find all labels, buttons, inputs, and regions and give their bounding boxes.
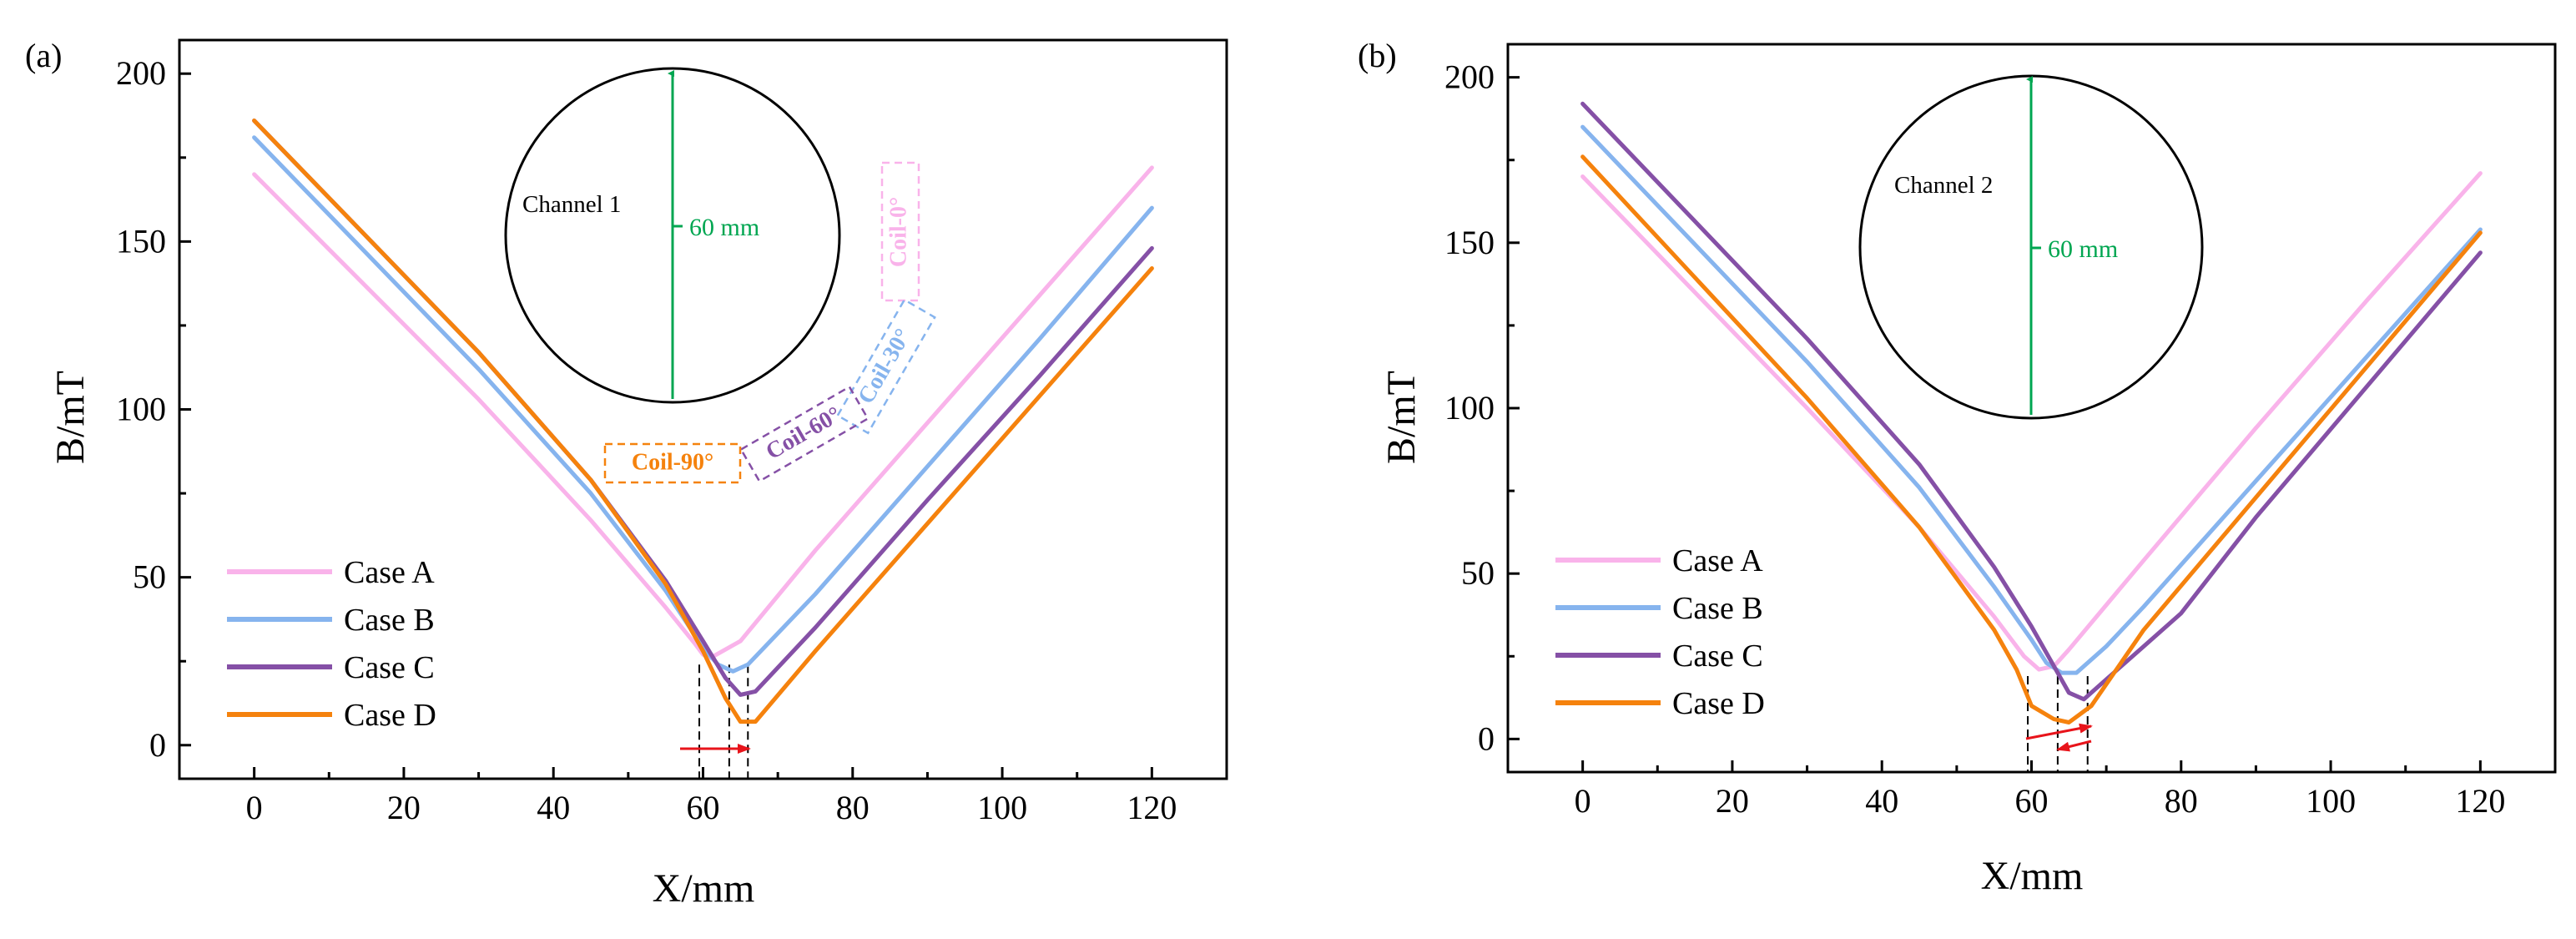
panel-b-series <box>1580 101 2483 724</box>
x-tick-label: 20 <box>387 789 421 826</box>
y-tick-label: 0 <box>1478 719 1495 757</box>
panel-a-label: (a) <box>25 37 62 74</box>
x-tick-label: 60 <box>687 789 720 826</box>
panel-b-y-axis-label: B/mT <box>1379 371 1424 464</box>
coil-30-box <box>836 298 936 435</box>
series-line-case-b <box>252 135 1154 674</box>
legend-label-case-d: Case D <box>1672 686 1765 721</box>
legend-label-case-b: Case B <box>1672 591 1763 626</box>
panel-a-y-axis: 0 50 100 150 200 <box>116 54 191 764</box>
legend-item-case-c: Case C <box>1555 639 1763 674</box>
x-tick-label: 120 <box>1127 789 1177 826</box>
coil-90-label: Coil-90° <box>632 449 713 475</box>
legend-label-case-c: Case C <box>344 650 435 685</box>
x-tick-label: 80 <box>836 789 870 826</box>
y-tick-label: 0 <box>149 726 166 764</box>
panel-a-channel-label: Channel 1 <box>522 191 621 218</box>
panel-a-series <box>252 119 1154 724</box>
x-tick-label: 0 <box>246 789 263 826</box>
panel-b: (b) 0 50 100 150 200 0 20 40 60 80 100 120 X/mm B/… <box>1358 37 2557 898</box>
x-tick-label: 40 <box>1865 782 1898 820</box>
panel-b-minima-guides <box>2027 676 2089 772</box>
y-tick-label: 200 <box>116 54 166 92</box>
panel-b-shift-arrow-left <box>2056 740 2092 752</box>
panel-b-legend: Case A Case B Case C Case D <box>1555 543 1765 721</box>
coil-60-box <box>739 385 870 483</box>
x-tick-label: 40 <box>537 789 570 826</box>
legend-label-case-a: Case A <box>344 555 435 590</box>
coil-0-label-group: Coil-0° <box>880 161 920 302</box>
x-tick-label: 100 <box>977 789 1027 826</box>
panel-b-shift-arrow-right <box>2025 723 2093 740</box>
panel-a: (a) 0 50 100 150 200 0 20 40 60 80 100 120 X/mm B/… <box>25 37 1228 911</box>
legend-item-case-b: Case B <box>1555 591 1763 626</box>
series-line-case-d <box>1580 154 2483 724</box>
y-tick-label: 50 <box>1461 554 1495 592</box>
y-tick-label: 200 <box>1444 58 1495 96</box>
legend-label-case-a: Case A <box>1672 543 1763 578</box>
x-tick-label: 80 <box>2165 782 2198 820</box>
coil-30-label: Coil-30° <box>853 325 916 409</box>
y-tick-label: 150 <box>1444 224 1495 261</box>
legend-item-case-c: Case C <box>227 650 435 685</box>
panel-b-y-axis: 0 50 100 150 200 <box>1444 58 1520 757</box>
x-tick-label: 0 <box>1575 782 1591 820</box>
legend-label-case-b: Case B <box>344 603 435 638</box>
panel-b-x-axis: 0 20 40 60 80 100 120 <box>1506 760 2557 820</box>
x-tick-label: 100 <box>2306 782 2356 820</box>
panel-b-label: (b) <box>1358 37 1397 74</box>
panel-a-y-axis-label: B/mT <box>48 371 93 464</box>
panel-a-diameter-label: 60 mm <box>689 214 759 241</box>
panel-b-diameter-label: 60 mm <box>2048 235 2118 263</box>
x-tick-label: 60 <box>2015 782 2049 820</box>
series-line-case-d <box>252 119 1154 724</box>
legend-item-case-d: Case D <box>227 698 436 733</box>
y-tick-label: 100 <box>1444 389 1495 427</box>
legend-item-case-d: Case D <box>1555 686 1765 721</box>
legend-label-case-d: Case D <box>344 698 436 733</box>
legend-label-case-c: Case C <box>1672 639 1763 674</box>
panel-b-channel-label: Channel 2 <box>1894 172 1993 199</box>
coil-60-label: Coil-60° <box>762 401 846 465</box>
y-tick-label: 50 <box>133 558 166 596</box>
x-tick-label: 120 <box>2455 782 2505 820</box>
coil-90-label-group: Coil-90° <box>603 442 742 484</box>
coil-30-label-group: Coil-30° <box>836 298 936 435</box>
coil-90-box <box>603 442 742 484</box>
panel-a-x-axis: 0 20 40 60 80 100 120 <box>178 767 1228 826</box>
series-line-case-c <box>1580 101 2483 702</box>
coil-0-box <box>880 161 920 302</box>
y-tick-label: 150 <box>116 222 166 260</box>
coil-0-label: Coil-0° <box>885 197 911 267</box>
coil-60-label-group: Coil-60° <box>739 385 870 483</box>
legend-item-case-b: Case B <box>227 603 435 638</box>
series-line-case-b <box>1580 124 2483 675</box>
panel-a-legend: Case A Case B Case C Case D <box>227 555 436 733</box>
y-tick-label: 100 <box>116 391 166 428</box>
panel-b-x-axis-label: X/mm <box>1981 854 2084 898</box>
panel-a-x-axis-label: X/mm <box>653 866 755 911</box>
x-tick-label: 20 <box>1716 782 1749 820</box>
legend-item-case-a: Case A <box>1555 543 1763 578</box>
legend-item-case-a: Case A <box>227 555 435 590</box>
